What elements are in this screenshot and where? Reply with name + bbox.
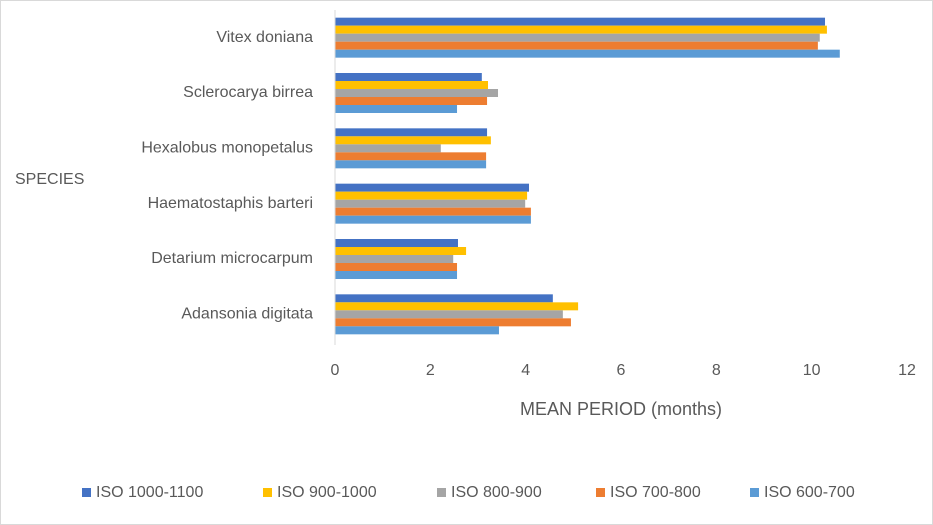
legend-swatch [437, 488, 446, 497]
bar [335, 318, 571, 327]
legend-label: ISO 900-1000 [277, 484, 377, 501]
bar [335, 255, 454, 263]
bar [335, 97, 488, 105]
x-tick-label: 4 [521, 362, 530, 379]
legend-swatch [750, 488, 759, 497]
y-axis-title: SPECIES [15, 171, 84, 188]
bar [335, 160, 487, 169]
bar [335, 271, 458, 279]
bar [335, 247, 467, 255]
bar [335, 263, 458, 271]
bar [335, 17, 826, 26]
bar [335, 81, 489, 89]
bar [335, 89, 499, 97]
x-tick-label: 2 [426, 362, 435, 379]
bar [335, 25, 827, 34]
bar [335, 41, 818, 50]
y-tick-label: Vitex doniana [216, 29, 313, 46]
x-tick-label: 6 [617, 362, 626, 379]
bar [335, 191, 528, 200]
legend-label: ISO 600-700 [764, 484, 855, 501]
legend-label: ISO 800-900 [451, 484, 542, 501]
bar [335, 73, 482, 81]
legend-swatch [263, 488, 272, 497]
bar [335, 49, 840, 58]
x-axis-title: MEAN PERIOD (months) [520, 399, 722, 419]
bar [335, 239, 458, 247]
legend-swatch [596, 488, 605, 497]
bar [335, 144, 441, 153]
bar [335, 152, 487, 161]
bar [335, 105, 458, 113]
legend-label: ISO 700-800 [610, 484, 701, 501]
bar [335, 33, 820, 42]
bar [335, 136, 491, 145]
bar [335, 294, 553, 303]
bar [335, 207, 531, 216]
bar [335, 128, 488, 137]
bar [335, 310, 563, 319]
bar [335, 302, 579, 311]
bar [335, 326, 499, 335]
y-tick-label: Detarium microcarpum [151, 250, 313, 267]
x-tick-label: 0 [331, 362, 340, 379]
y-tick-label: Hexalobus monopetalus [141, 140, 313, 157]
y-tick-label: Adansonia digitata [181, 306, 313, 323]
legend-label: ISO 1000-1100 [96, 484, 203, 501]
legend-swatch [82, 488, 91, 497]
x-tick-label: 12 [898, 362, 916, 379]
y-tick-label: Haematostaphis barteri [148, 195, 313, 212]
x-tick-label: 10 [803, 362, 821, 379]
bar [335, 183, 530, 192]
y-tick-label: Sclerocarya birrea [183, 84, 313, 101]
x-tick-label: 8 [712, 362, 721, 379]
bar [335, 215, 531, 224]
bar [335, 199, 526, 208]
